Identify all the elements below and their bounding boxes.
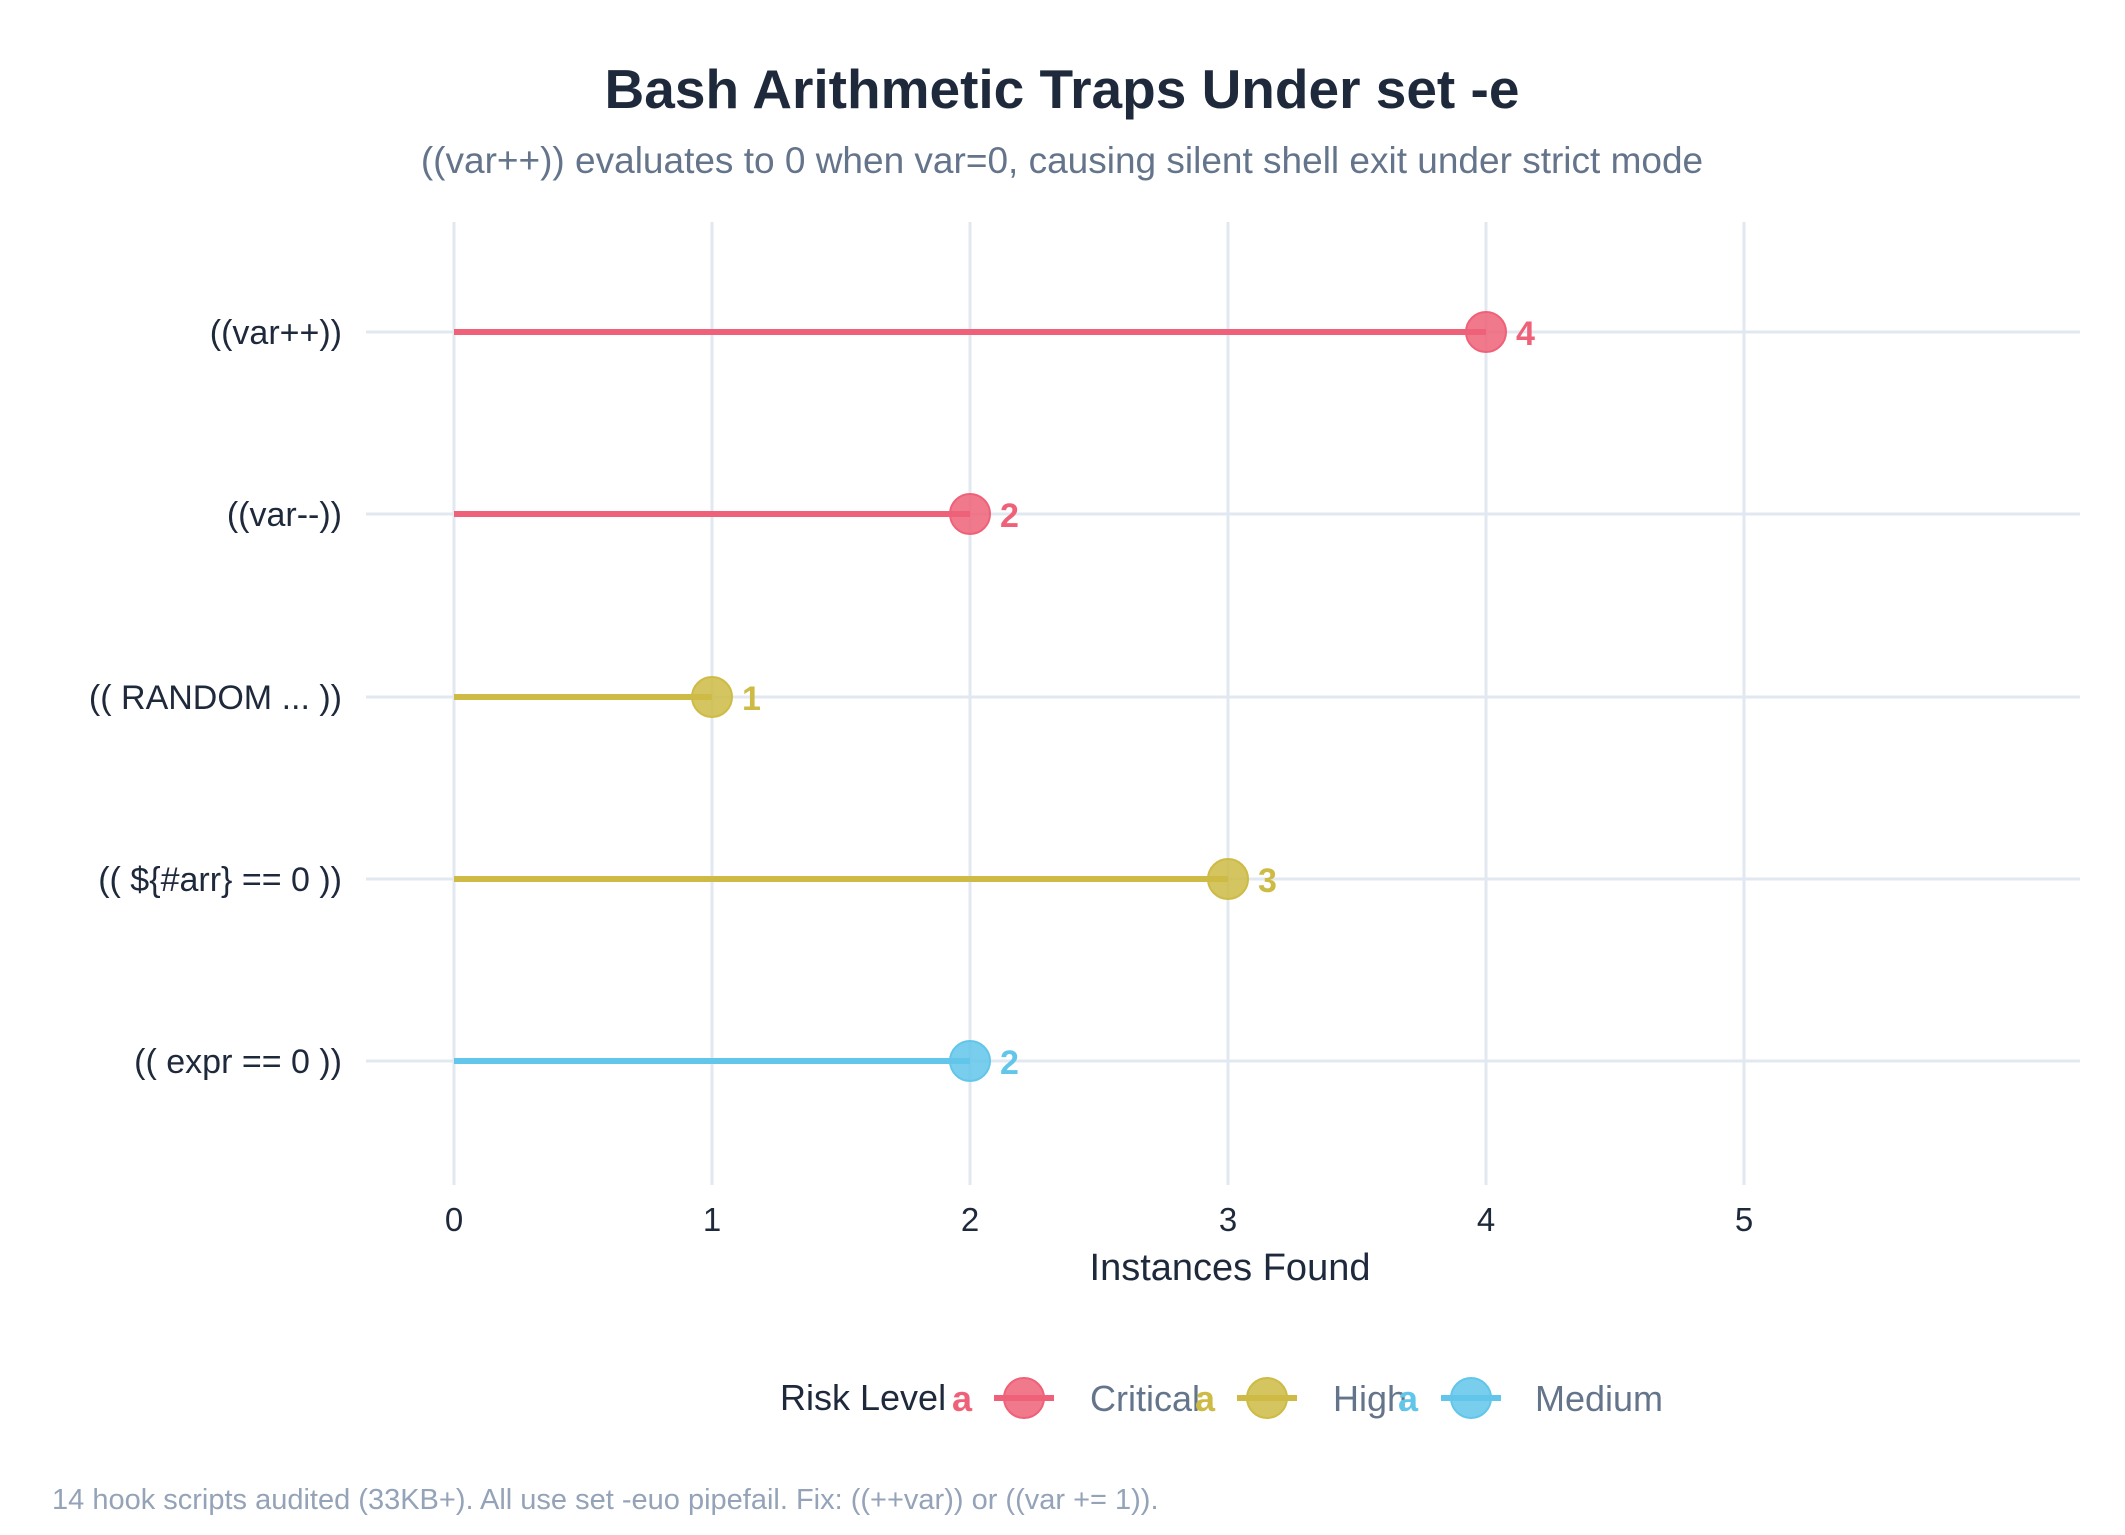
y-axis-labels: ((var++)) ((var--)) (( RANDOM ... )) (( ${#… — [89, 314, 342, 1081]
x-axis-title: Instances Found — [1090, 1247, 1371, 1289]
x-axis-ticks: 0 1 2 3 4 5 — [445, 1201, 1753, 1238]
chart-subtitle: ((var++)) evaluates to 0 when var=0, cau… — [421, 140, 1703, 181]
legend-label-medium: Medium — [1535, 1378, 1663, 1419]
x-tick-label: 0 — [445, 1201, 463, 1238]
x-tick-label: 2 — [961, 1201, 979, 1238]
legend-glyph-medium: a — [1398, 1378, 1419, 1419]
x-tick-label: 1 — [703, 1201, 721, 1238]
x-tick-label: 5 — [1735, 1201, 1753, 1238]
chart-title: Bash Arithmetic Traps Under set -e — [605, 58, 1520, 120]
category-label: (( expr == 0 )) — [134, 1043, 342, 1081]
value-label: 2 — [1000, 497, 1019, 535]
x-tick-label: 4 — [1477, 1201, 1495, 1238]
vertical-gridlines — [452, 222, 1746, 1185]
value-label: 2 — [1000, 1044, 1019, 1082]
legend-key-dot — [1450, 1377, 1492, 1419]
value-labels: 4 2 1 3 2 — [742, 315, 1535, 1082]
lollipop-dots — [691, 311, 1507, 1082]
lollipop-dot — [1207, 858, 1249, 900]
lollipop-dot — [949, 493, 991, 535]
legend-glyph-high: a — [1195, 1378, 1216, 1419]
value-label: 3 — [1258, 862, 1277, 900]
category-label: ((var--)) — [227, 496, 342, 534]
legend-label-critical: Critical — [1090, 1378, 1200, 1419]
lollipop-dot — [691, 676, 733, 718]
legend-glyph-critical: a — [952, 1378, 973, 1419]
lollipop-dot — [949, 1040, 991, 1082]
category-label: (( ${#arr} == 0 )) — [98, 861, 342, 899]
x-tick-label: 3 — [1219, 1201, 1237, 1238]
value-label: 4 — [1516, 315, 1535, 353]
category-label: (( RANDOM ... )) — [89, 679, 342, 717]
legend-label-high: High — [1333, 1378, 1407, 1419]
legend-title: Risk Level — [780, 1377, 946, 1418]
lollipop-stems — [454, 329, 1486, 1064]
legend-key-dot — [1246, 1377, 1288, 1419]
legend-key-dot — [1003, 1377, 1045, 1419]
value-label: 1 — [742, 680, 761, 718]
chart-caption: 14 hook scripts audited (33KB+). All use… — [52, 1484, 1159, 1516]
lollipop-dot — [1465, 311, 1507, 353]
category-label: ((var++)) — [210, 314, 342, 352]
